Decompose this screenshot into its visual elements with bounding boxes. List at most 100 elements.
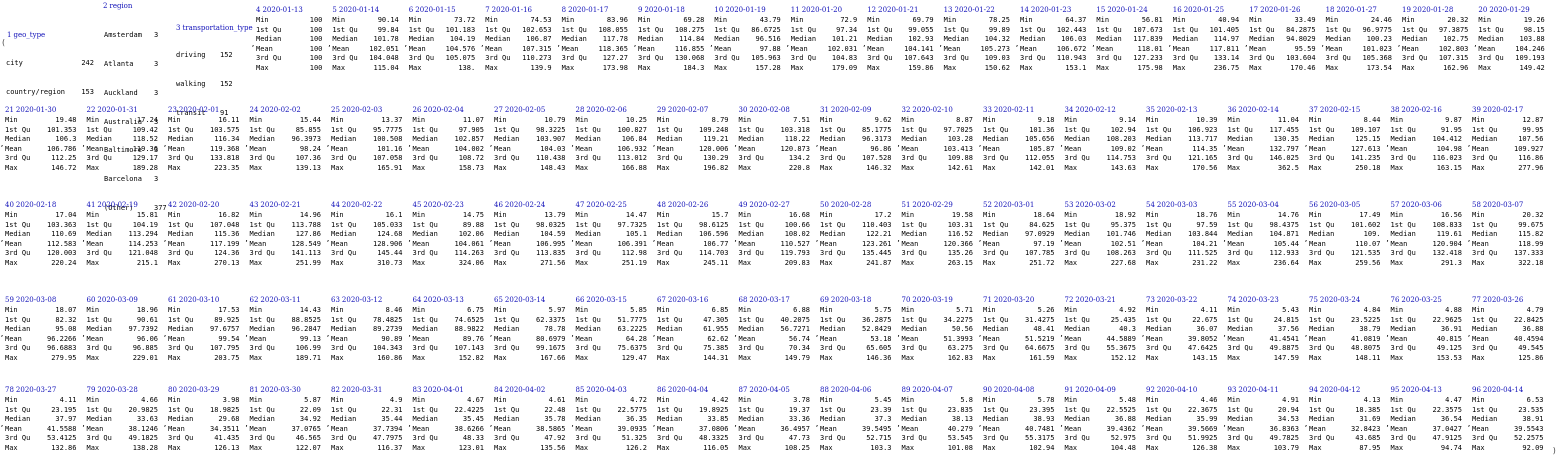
stat-row: Mean 36.8363 — [1228, 425, 1300, 435]
stat-row: Max 152.12 — [1065, 354, 1137, 364]
stat-label: 1st Qu — [738, 315, 764, 324]
column-index: 81 — [249, 386, 259, 394]
stat-label: Min — [1309, 306, 1322, 314]
date-column-stats: Min 4.72 1st Qu 22.5775 Median 36.35 Mean 39.09… — [576, 396, 648, 454]
date-column-header: 63 2020-03-12 — [331, 296, 382, 304]
date-column-header: 61 2020-03-10 — [168, 296, 219, 304]
stat-row: Mean 106.786 — [5, 145, 77, 155]
stat-label: Mean — [820, 239, 837, 248]
stat-value: 107.315 — [522, 44, 552, 53]
stat-label: 1st Qu — [901, 125, 927, 134]
stat-value: 105.033 — [372, 220, 403, 229]
stat-value: 10.79 — [544, 116, 566, 124]
stat-row: 1st Qu 20.9825 — [87, 406, 159, 416]
stat-label: Min — [5, 116, 18, 124]
stat-value: 15.81 — [136, 211, 158, 219]
stat-value: 110.943 — [1056, 54, 1087, 63]
stat-label: 1st Qu — [1309, 220, 1335, 229]
stat-row: Min 10.79 — [494, 116, 566, 126]
stat-value: 100 — [309, 35, 323, 44]
stat-label: Median — [1309, 415, 1335, 424]
stat-label: Min — [1309, 211, 1322, 219]
stat-label: Max — [575, 258, 589, 267]
column-date: 2020-02-27 — [749, 201, 790, 209]
stat-label: Mean — [1020, 44, 1037, 53]
stat-row: Max 179.09 — [791, 64, 857, 74]
stat-row: Mean 40.4594 — [1472, 335, 1544, 345]
stat-label: 3rd Qu — [1309, 249, 1335, 258]
stat-label: Median — [332, 35, 358, 44]
stat-label: Max — [575, 353, 589, 362]
column-index: 25 — [331, 106, 340, 114]
stat-label: 1st Qu — [86, 125, 112, 134]
stat-row: Median 104.871 — [1228, 230, 1300, 240]
stat-value: 107.143 — [454, 344, 484, 353]
stat-value: 78.4825 — [372, 315, 403, 324]
stat-label: 3rd Qu — [1402, 54, 1428, 63]
stat-row: Max 163.15 — [1391, 164, 1463, 174]
stat-value: 56.81 — [1141, 16, 1163, 24]
stat-value: 4.42 — [711, 396, 729, 404]
stat-label: 3rd Qu — [657, 344, 683, 353]
stat-row: 3rd Qu 49.125 — [1391, 344, 1463, 354]
stat-value: 4.72 — [630, 396, 647, 404]
stat-row: 1st Qu 96.9775 — [1326, 26, 1392, 36]
column-date: 2020-02-04 — [423, 106, 464, 114]
stat-label: Min — [820, 116, 833, 124]
stat-label: 3rd Qu — [901, 249, 927, 258]
stat-value: 120.873 — [780, 144, 810, 153]
stat-value: 97.7392 — [128, 325, 158, 334]
stat-label: 3rd Qu — [1472, 434, 1498, 443]
stat-row: Max 173.54 — [1326, 64, 1392, 74]
stat-value: 250.18 — [1355, 163, 1381, 172]
stat-label: Max — [738, 258, 752, 267]
stat-row: 1st Qu 103.318 — [739, 126, 811, 136]
stat-row: 1st Qu 47.305 — [657, 316, 729, 326]
stat-label: Max — [1146, 443, 1159, 452]
stat-label: 1st Qu — [1064, 220, 1090, 229]
column-index: 80 — [168, 386, 177, 394]
stat-value: 47.305 — [703, 315, 729, 324]
date-column-stats: Min 18.76 1st Qu 97.59 Median 103.844 Mean 104.… — [1146, 211, 1218, 269]
stat-label: 1st Qu — [575, 220, 601, 229]
stat-value: 51.3993 — [943, 334, 973, 343]
stat-row: 1st Qu 98.15 — [1478, 26, 1544, 36]
column-separator: , — [570, 420, 575, 428]
stat-value: 116.855 — [674, 44, 705, 53]
stat-row: 3rd Qu 113.835 — [494, 249, 566, 259]
stat-row: 1st Qu 100 — [256, 26, 322, 36]
column-date: 2020-04-07 — [912, 386, 953, 394]
stat-value: 96.2847 — [291, 325, 321, 334]
stat-row: 3rd Qu 104.83 — [791, 54, 857, 64]
stat-row: Max 138.28 — [87, 444, 159, 454]
stat-label: 1st Qu — [1390, 125, 1416, 134]
stat-row: Min 13.79 — [494, 211, 566, 221]
date-column-stats: Min 7.51 1st Qu 103.318 Median 118.22 Mean 120.… — [739, 116, 811, 174]
stat-value: 20.94 — [1277, 405, 1299, 414]
stat-value: 101.183 — [445, 25, 476, 34]
stat-row: 3rd Qu 135.445 — [820, 249, 892, 259]
date-column-header: 55 2020-03-04 — [1228, 201, 1279, 209]
column-separator: , — [489, 330, 494, 338]
stat-row: Median 114.84 — [638, 35, 704, 45]
stat-value: 37.7394 — [372, 424, 403, 433]
stat-row: Min 69.79 — [867, 16, 933, 26]
stat-row: 3rd Qu 137.333 — [1472, 249, 1544, 259]
stat-value: 96.516 — [755, 35, 781, 44]
column-separator: , — [489, 420, 494, 428]
stat-value: 36.07 — [1196, 325, 1218, 334]
stat-row: 3rd Qu 114.753 — [1065, 154, 1137, 164]
stat-label: 1st Qu — [1472, 220, 1498, 229]
stat-row: 3rd Qu 107.795 — [168, 344, 240, 354]
stat-label: Min — [412, 306, 426, 314]
date-column-header: 58 2020-03-07 — [1472, 201, 1523, 209]
stat-label: 3rd Qu — [575, 154, 601, 163]
stat-value: 65.605 — [866, 344, 892, 353]
stat-label: 3rd Qu — [738, 434, 764, 443]
stat-label: 3rd Qu — [1146, 154, 1172, 163]
stat-value: 215.1 — [136, 258, 158, 267]
column-date: 2020-02-12 — [1075, 106, 1116, 114]
stat-row: Mean 117.811 — [1173, 45, 1239, 55]
stat-label: 3rd Qu — [1064, 249, 1090, 258]
stat-row: Mean 39.5495 — [820, 425, 892, 435]
